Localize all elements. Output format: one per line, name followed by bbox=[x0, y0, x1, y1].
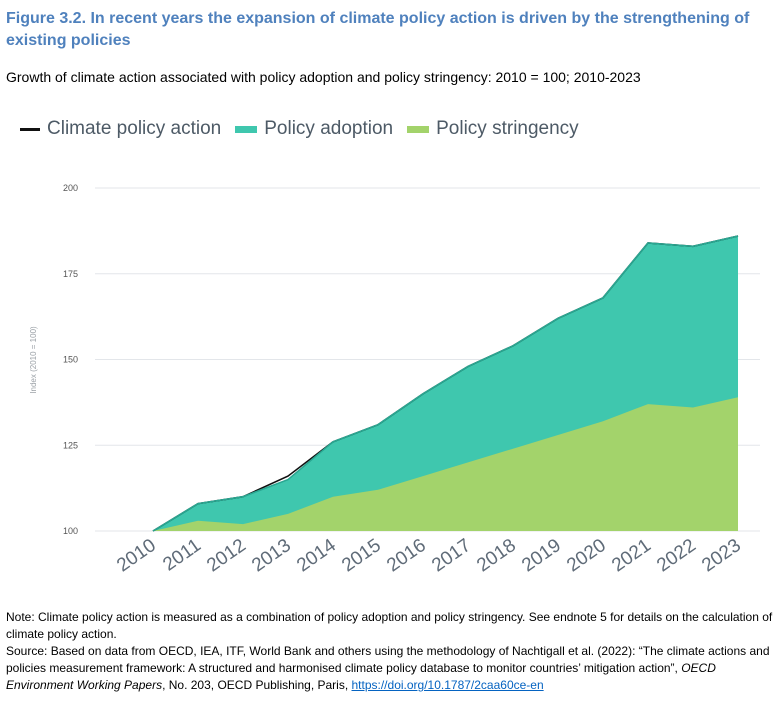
legend-label: Climate policy action bbox=[47, 118, 222, 139]
x-tick-label: 2020 bbox=[563, 535, 610, 576]
x-tick-label: 2014 bbox=[293, 535, 340, 577]
source-publication: OECD Environment Working Papers bbox=[6, 661, 716, 692]
area-chart: 100 125 150 175 200 2010 20112012201320142015… bbox=[29, 183, 760, 577]
area-policy-stringency bbox=[153, 397, 738, 531]
x-tick-label: 2019 bbox=[518, 535, 565, 576]
figure-notes: Note: Climate policy action is measured … bbox=[6, 609, 774, 694]
legend-item-policy-stringency: Policy stringency bbox=[407, 118, 579, 140]
source-text-main: Source: Based on data from OECD, IEA, IT… bbox=[6, 644, 770, 675]
y-tick-label: 150 bbox=[63, 355, 78, 365]
x-tick-label: 2013 bbox=[248, 535, 295, 576]
legend-item-climate-policy-action: Climate policy action bbox=[20, 118, 221, 140]
x-tick-label: 2017 bbox=[428, 535, 475, 576]
legend-swatch-area bbox=[235, 125, 258, 133]
x-tick-label: 2010 bbox=[113, 535, 160, 576]
figure-title: Figure 3.2. In recent years the expansio… bbox=[6, 10, 750, 49]
x-tick-label: 2021 bbox=[608, 535, 655, 576]
x-tick-labels: 2010 201120122013201420152016201720182019… bbox=[113, 535, 745, 577]
legend-label: Policy stringency bbox=[436, 118, 579, 139]
note-text: Note: Climate policy action is measured … bbox=[6, 610, 773, 641]
legend-item-policy-adoption: Policy adoption bbox=[235, 118, 393, 140]
line-policy-adoption-edge bbox=[152, 235, 739, 532]
source-text-tail: , No. 203, OECD Publishing, Paris, bbox=[162, 678, 352, 692]
figure-subtitle: Growth of climate action associated with… bbox=[6, 69, 641, 85]
x-tick-label: 2011 bbox=[159, 535, 205, 576]
chart-legend: Climate policy action Policy adoption Po… bbox=[20, 116, 593, 142]
legend-swatch-line bbox=[20, 127, 40, 131]
y-tick-label: 175 bbox=[63, 269, 78, 279]
series-lines bbox=[152, 235, 739, 532]
x-tick-label: 2022 bbox=[653, 535, 700, 576]
x-tick-label: 2015 bbox=[338, 535, 385, 576]
x-tick-label: 2016 bbox=[383, 535, 430, 576]
x-tick-label: 2012 bbox=[203, 535, 250, 576]
source-text: Source: Based on data from OECD, IEA, IT… bbox=[6, 643, 774, 694]
y-tick-labels: 100 125 150 175 200 bbox=[63, 183, 78, 536]
x-tick-label: 2018 bbox=[473, 535, 520, 576]
legend-swatch-area bbox=[407, 125, 430, 133]
y-tick-label: 125 bbox=[63, 440, 78, 450]
y-tick-label: 200 bbox=[63, 183, 78, 193]
series-areas bbox=[153, 236, 738, 531]
y-axis-label: Index (2010 = 100) bbox=[29, 326, 38, 394]
legend-label: Policy adoption bbox=[264, 118, 394, 139]
x-tick-label: 2023 bbox=[698, 535, 745, 576]
y-tick-label: 100 bbox=[63, 526, 78, 536]
doi-link[interactable]: https://doi.org/10.1787/2caa60ce-en bbox=[351, 678, 544, 692]
